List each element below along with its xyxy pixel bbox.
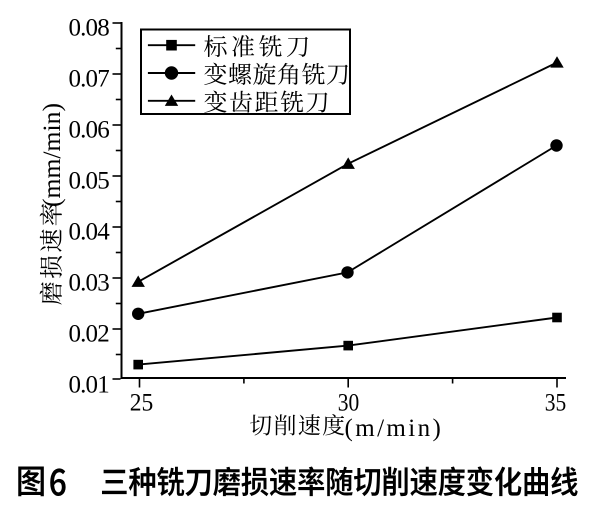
svg-text:30: 30 bbox=[338, 390, 360, 417]
svg-text:(mm/min): (mm/min) bbox=[39, 103, 66, 207]
svg-text:0.03: 0.03 bbox=[69, 269, 110, 296]
svg-text:0.07: 0.07 bbox=[69, 65, 110, 92]
svg-text:25: 25 bbox=[130, 390, 154, 417]
svg-text:0.04: 0.04 bbox=[69, 218, 111, 245]
svg-text:0.05: 0.05 bbox=[69, 167, 110, 194]
svg-text:35: 35 bbox=[545, 390, 567, 417]
svg-text:0.01: 0.01 bbox=[69, 371, 109, 398]
svg-text:0.02: 0.02 bbox=[69, 320, 110, 347]
svg-text:(m/min): (m/min) bbox=[345, 415, 444, 442]
svg-text:0.06: 0.06 bbox=[69, 116, 110, 143]
svg-text:0.08: 0.08 bbox=[69, 14, 110, 41]
